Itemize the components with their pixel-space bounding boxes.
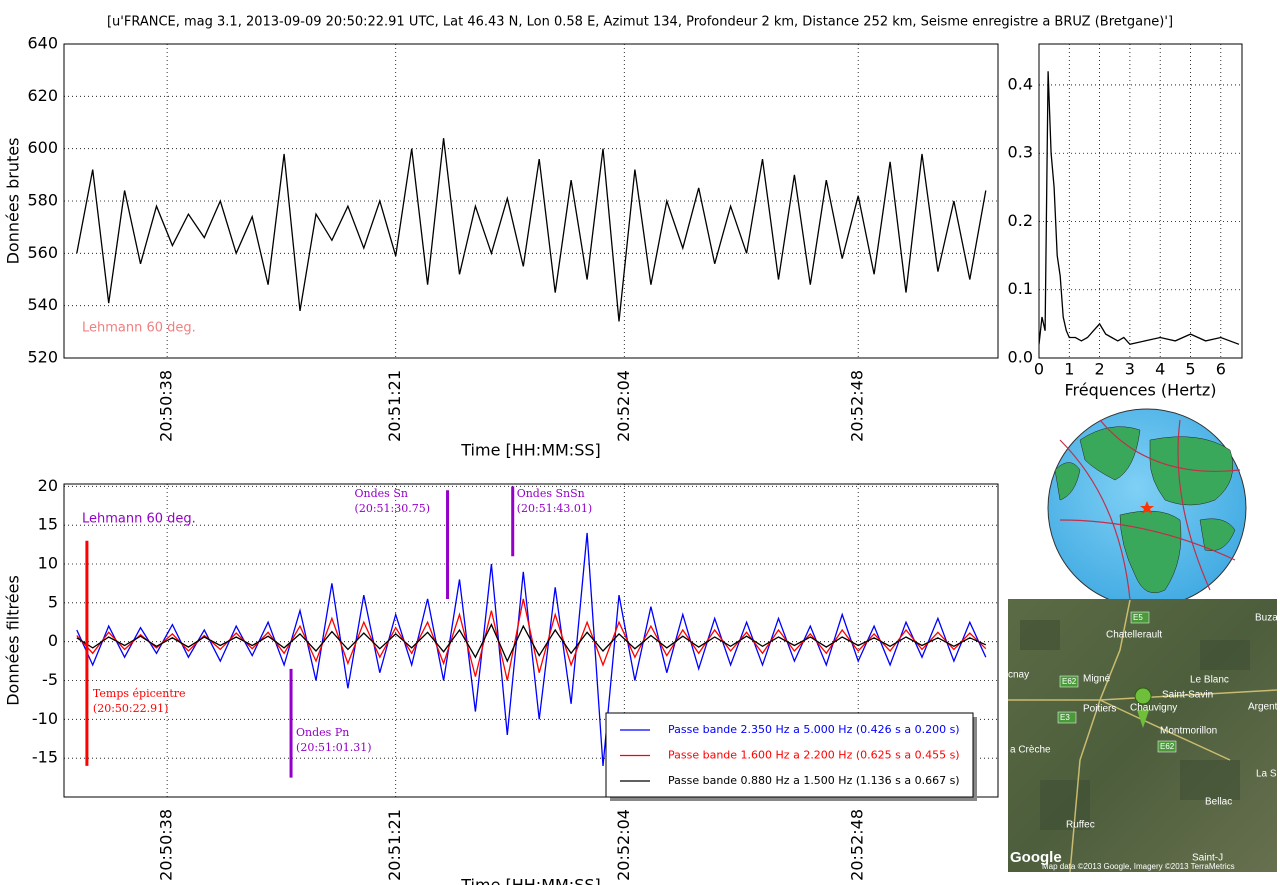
map-labels: Buza Chatellerault cnay Migné Le Blanc Saint-… [1008, 611, 1278, 871]
map-attribution: Map data ©2013 Google, Imagery ©2013 Ter… [1042, 862, 1235, 871]
y-tick-label: 520 [27, 348, 58, 367]
y-tick-label: 20 [38, 476, 58, 495]
series-line [76, 138, 987, 322]
y-tick-label: 600 [27, 138, 58, 157]
x-tick-label: 20:52:48 [848, 370, 867, 442]
x-tick-label: 20:52:04 [614, 809, 633, 881]
place-label: Buza [1255, 613, 1278, 624]
place-label: Argent [1248, 702, 1278, 713]
globe [1047, 408, 1247, 608]
legend-label: Passe bande 0.880 Hz a 1.500 Hz (1.136 s… [668, 774, 960, 787]
x-tick-label: 6 [1216, 360, 1226, 379]
y-tick-label: 0.1 [1008, 279, 1033, 298]
place-label: Bellac [1205, 797, 1232, 808]
y-tick-label: 10 [38, 553, 58, 572]
x-tick-label: 4 [1155, 360, 1165, 379]
y-tick-label: 0.4 [1008, 74, 1033, 93]
place-label: La S [1256, 769, 1277, 780]
legend-label: Passe bande 1.600 Hz a 2.200 Hz (0.625 s… [668, 749, 960, 762]
y-tick-label: 620 [27, 86, 58, 105]
y-tick-label: 5 [48, 592, 58, 611]
place-label: Ruffec [1066, 820, 1095, 831]
x-tick-label: 3 [1125, 360, 1135, 379]
plot-lines [76, 138, 987, 322]
road-label: E5 [1133, 613, 1143, 622]
event-label: Ondes SnSn [517, 487, 585, 500]
x-tick-label: 5 [1185, 360, 1195, 379]
x-tick-label: 20:50:38 [157, 370, 176, 442]
place-label: a Crèche [1010, 745, 1051, 756]
legend-box [605, 712, 974, 798]
y-tick-label: -5 [42, 670, 58, 689]
y-tick-label: 560 [27, 243, 58, 262]
x-axis-label: Time [HH:MM:SS] [460, 876, 601, 885]
x-tick-label: 20:52:04 [614, 370, 633, 442]
road-badge [1130, 611, 1150, 624]
y-tick-label: 0.0 [1008, 348, 1033, 367]
road-label: E3 [1060, 713, 1070, 722]
event-time: (20:51:30.75) [355, 502, 430, 515]
plot-frame [63, 483, 999, 798]
place-label: cnay [1008, 670, 1029, 681]
annotation: Lehmann 60 deg. [82, 321, 196, 336]
place-label: Le Blanc [1190, 675, 1229, 686]
road-label: E62 [1062, 677, 1077, 686]
series-line [76, 623, 987, 663]
place-label: Montmorillon [1160, 726, 1217, 737]
place-label: Chauvigny [1130, 703, 1177, 714]
road-badge [1059, 675, 1079, 688]
map [1008, 599, 1277, 872]
x-axis-label: Time [HH:MM:SS] [460, 441, 601, 460]
series-line [1039, 71, 1240, 346]
y-tick-label: 640 [27, 34, 58, 53]
figure-title: [u'FRANCE, mag 3.1, 2013-09-09 20:50:22.… [107, 15, 1173, 30]
y-tick-label: 580 [27, 191, 58, 210]
annotation: Lehmann 60 deg. [82, 512, 196, 527]
place-label: Saint-Savin [1162, 690, 1213, 701]
event-time: (20:51:43.01) [517, 502, 592, 515]
x-tick-label: 2 [1095, 360, 1105, 379]
event-time: (20:51:01.31) [296, 741, 371, 754]
x-tick-label: 20:51:21 [385, 370, 404, 442]
place-label: Migné [1083, 674, 1111, 685]
place-label: Poitiers [1083, 704, 1116, 715]
y-axis-label: Données brutes [4, 138, 23, 265]
x-tick-label: 0 [1034, 360, 1044, 379]
y-tick-label: -10 [32, 709, 58, 728]
series-line [76, 532, 987, 766]
road-badge [1057, 711, 1077, 724]
event-time: (20:50:22.91) [93, 702, 168, 715]
y-tick-label: 0 [48, 631, 58, 650]
x-tick-label: 1 [1064, 360, 1074, 379]
event-label: Temps épicentre [93, 687, 186, 700]
y-tick-label: 540 [27, 295, 58, 314]
x-tick-label: 20:51:21 [385, 809, 404, 881]
legend-label: Passe bande 2.350 Hz a 5.000 Hz (0.426 s… [668, 723, 960, 736]
event-label: Ondes Sn [355, 487, 408, 500]
plot-lines [76, 532, 987, 766]
road-label: E62 [1160, 742, 1175, 751]
x-tick-label: 20:50:38 [157, 809, 176, 881]
place-label: Chatellerault [1106, 630, 1162, 641]
map-logo: Google [1010, 849, 1062, 866]
x-tick-label: 20:52:48 [848, 809, 867, 881]
y-tick-label: 0.2 [1008, 211, 1033, 230]
place-label: Saint-J [1192, 853, 1223, 864]
y-tick-label: -15 [32, 748, 58, 767]
event-label: Ondes Pn [296, 726, 349, 739]
y-tick-label: 15 [38, 515, 58, 534]
plot-lines [1039, 71, 1240, 346]
plot-area [1039, 44, 1242, 358]
plot-frame [63, 43, 999, 359]
y-axis-label: Données filtrées [4, 575, 23, 706]
y-tick-label: 0.3 [1008, 143, 1033, 162]
x-axis-label: Fréquences (Hertz) [1064, 381, 1216, 400]
plot-frame [1038, 43, 1243, 359]
road-badge [1157, 740, 1177, 753]
